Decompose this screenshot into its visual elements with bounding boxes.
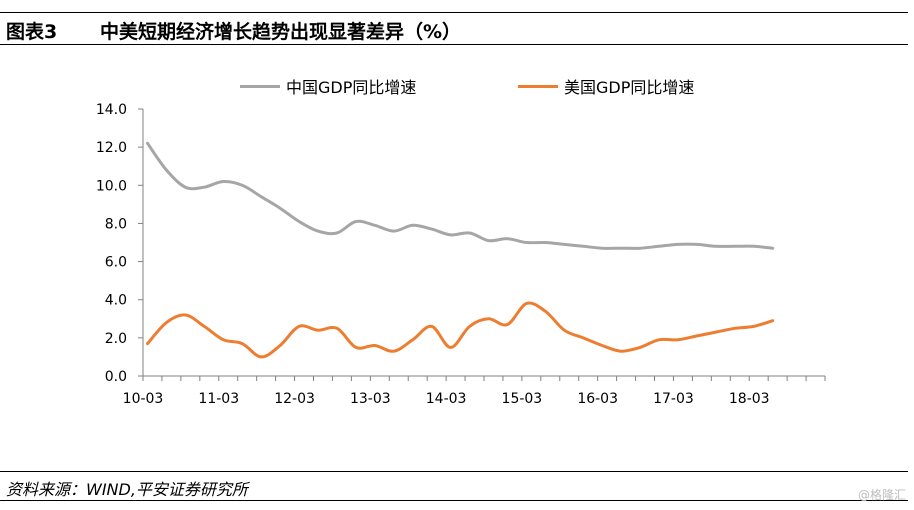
x-tick-label: 17-03 bbox=[653, 391, 694, 407]
x-tick-label: 12-03 bbox=[274, 391, 315, 407]
x-tick-label: 10-03 bbox=[123, 391, 164, 407]
y-tick-label: 4.0 bbox=[105, 293, 127, 309]
legend-item-china: 中国GDP同比增速 bbox=[240, 74, 416, 98]
top-rule bbox=[0, 12, 908, 13]
source-note: 资料来源：WIND,平安证券研究所 bbox=[6, 480, 248, 499]
y-tick-label: 12.0 bbox=[96, 140, 127, 156]
figure-label: 图表3 bbox=[6, 21, 58, 43]
legend-swatch-china bbox=[240, 84, 280, 88]
x-tick-label: 15-03 bbox=[502, 391, 543, 407]
y-tick-label: 2.0 bbox=[105, 331, 127, 347]
line-chart: 0.0 2.0 4.0 6.0 8.0 10.0 12.0 14.0 10-03 11-03 12-… bbox=[96, 102, 826, 407]
chart-legend: 中国GDP同比增速 美国GDP同比增速 bbox=[0, 74, 914, 100]
figure-header: 图表3 中美短期经济增长趋势出现显著差异（%） bbox=[6, 14, 906, 44]
legend-label-china: 中国GDP同比增速 bbox=[286, 78, 417, 97]
y-tick-label: 10.0 bbox=[96, 178, 127, 194]
legend-swatch-us bbox=[518, 84, 558, 88]
x-tick-label: 16-03 bbox=[577, 391, 618, 407]
figure-title: 中美短期经济增长趋势出现显著差异（%） bbox=[100, 21, 462, 43]
bottom-rule bbox=[0, 500, 908, 501]
footer-rule bbox=[0, 471, 908, 472]
watermark: @格隆汇 bbox=[857, 488, 906, 502]
y-tick-label: 14.0 bbox=[96, 102, 127, 118]
series-line-us-gdp bbox=[146, 301, 775, 359]
legend-item-us: 美国GDP同比增速 bbox=[518, 74, 694, 98]
y-tick-label: 6.0 bbox=[105, 255, 127, 271]
y-tick-label: 0.0 bbox=[105, 369, 127, 385]
legend-label-us: 美国GDP同比增速 bbox=[564, 78, 695, 97]
series-line-china-gdp bbox=[146, 141, 775, 250]
x-tick-label: 18-03 bbox=[729, 391, 770, 407]
header-rule bbox=[0, 44, 908, 45]
y-tick-label: 8.0 bbox=[105, 216, 127, 232]
x-tick-label: 11-03 bbox=[198, 391, 239, 407]
x-tick-label: 13-03 bbox=[350, 391, 391, 407]
x-tick-label: 14-03 bbox=[426, 391, 467, 407]
